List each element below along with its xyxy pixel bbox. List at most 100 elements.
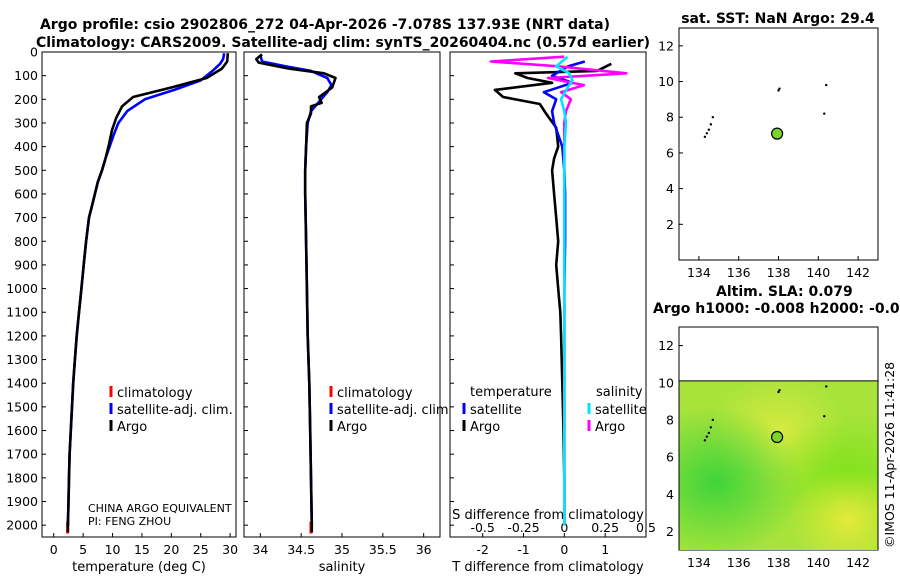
salinity-x-tick-label-2: 35: [334, 542, 350, 557]
sst-map-coast-dot: [703, 135, 707, 139]
salinity-x-tick-label-0: 34: [252, 542, 268, 557]
sst-map-x-tick-label-140: 140: [806, 265, 830, 280]
sla-map-y-tick-label-4: 4: [666, 487, 674, 502]
x-tick-label-0: 0: [50, 542, 58, 557]
sla-map-coast-dot: [709, 426, 713, 429]
salinity-x-tick-label-3: 35.5: [369, 542, 397, 557]
difference-legend-S-argo-label: Argo: [595, 420, 625, 435]
temperature-axes-frame: [41, 51, 237, 538]
salinity-x-tick-label-1: 34.5: [287, 542, 315, 557]
sst-map-coast-dot: [778, 87, 781, 90]
y-tick-label-500: 500: [14, 163, 38, 178]
sst-map-x-tick-label-138: 138: [767, 265, 791, 280]
difference-S-axis-label: S difference from climatology: [452, 508, 644, 523]
salinity-x-tick-label-4: 36: [416, 542, 432, 557]
sla-map-title-line-2: Argo h1000: -0.008 h2000: -0.016: [653, 301, 900, 317]
difference-S-tick-label-3: 0.25: [591, 520, 619, 535]
difference-axes-frame: [449, 51, 647, 538]
x-tick-label-5: 5: [79, 542, 87, 557]
salinity-legend-climatology-label: climatology: [337, 386, 413, 401]
temperature-x-axis-label: temperature (deg C): [72, 560, 206, 575]
credit-line-1: CHINA ARGO EQUIVALENT: [88, 502, 232, 515]
temperature-legend-climatology-label: climatology: [117, 386, 193, 401]
sst-map-panel: sat. SST: NaN Argo: 29.4 2 4 6 8 10 12 134 136 13…: [658, 11, 879, 280]
sla-map-coast-dot: [823, 415, 826, 418]
difference-series-S-satellite: [554, 55, 574, 526]
y-tick-label-1200: 1200: [6, 328, 38, 343]
sst-map-title: sat. SST: NaN Argo: 29.4: [681, 11, 875, 27]
x-tick-label-20: 20: [163, 542, 179, 557]
sla-map-y-tick-label-12: 12: [658, 338, 674, 353]
difference-legend-S-satellite-label: satellite: [595, 403, 647, 418]
temperature-panel: 0100200300400500600700800900100011001200…: [6, 45, 238, 576]
temperature-series-argo: [66, 53, 230, 533]
difference-series-T-argo: [493, 62, 612, 526]
sla-map-x-tick-label-138: 138: [767, 555, 791, 570]
sst-map-coast-dot: [707, 128, 711, 131]
sst-map-y-tick-label-8: 8: [666, 110, 674, 125]
y-tick-label-1400: 1400: [6, 376, 38, 391]
temperature-legend-satellite-label: satellite-adj. clim.: [117, 403, 233, 418]
salinity-x-axis-label: salinity: [319, 560, 366, 575]
sla-map-coast-dot: [777, 390, 780, 394]
sla-map-y-tick-label-6: 6: [666, 450, 674, 465]
salinity-legend-argo-label: Argo: [337, 420, 367, 435]
difference-S-tick-label-1: -0.25: [507, 520, 539, 535]
y-tick-label-1100: 1100: [6, 305, 38, 320]
sla-map-title-line-1: Altim. SLA: 0.079: [716, 284, 853, 300]
y-tick-label-200: 200: [14, 92, 38, 107]
difference-panel: -2 -1 0 1 -0.5 -0.25 0 0.25 0.5S difference from…: [449, 51, 656, 575]
sla-map-coast-dot: [707, 431, 711, 435]
sst-map-y-tick-label-10: 10: [658, 74, 674, 89]
sla-map-x-tick-label-134: 134: [687, 555, 711, 570]
x-tick-label-15: 15: [134, 542, 150, 557]
figure-title-line-2: Climatology: CARS2009. Satellite-adj cli…: [36, 35, 650, 51]
credit-line-2: PI: FENG ZHOU: [88, 515, 171, 528]
x-tick-label-10: 10: [105, 542, 121, 557]
sla-map-y-tick-label-8: 8: [666, 412, 674, 427]
sst-map-coast-dot: [823, 112, 826, 115]
y-tick-label-400: 400: [14, 139, 38, 154]
sla-map-coast-dot: [705, 435, 709, 438]
sst-map-y-tick-label-4: 4: [666, 181, 674, 196]
y-tick-label-1000: 1000: [6, 281, 38, 296]
sla-field-layer: [679, 380, 878, 550]
difference-T-axis-label: T difference from climatology: [451, 560, 644, 575]
y-tick-label-1900: 1900: [6, 494, 38, 509]
sla-map-coast-dot: [711, 418, 715, 422]
sst-map-y-tick-label-6: 6: [666, 145, 674, 160]
difference-S-tick-label-0: -0.5: [470, 520, 494, 535]
difference-legend-header-salinity: salinity: [596, 385, 643, 400]
y-tick-label-0: 0: [30, 45, 38, 60]
difference-T-tick-label-1: -1: [517, 542, 529, 557]
y-tick-label-1800: 1800: [6, 470, 38, 485]
difference-S-tick-label-2: 0: [560, 520, 568, 535]
sst-map-coast-dot: [711, 116, 715, 119]
x-tick-label-25: 25: [193, 542, 209, 557]
salinity-legend-satellite-label: satellite-adj. clim.: [337, 403, 453, 418]
y-tick-label-1700: 1700: [6, 447, 38, 462]
y-tick-label-1300: 1300: [6, 352, 38, 367]
y-tick-label-100: 100: [14, 68, 38, 83]
sst-map-x-tick-label-134: 134: [687, 265, 711, 280]
imos-timestamp: ©IMOS 11-Apr-2026 11:41:28: [882, 362, 897, 548]
y-tick-label-700: 700: [14, 210, 38, 225]
sla-map-coast-dot: [778, 388, 781, 392]
salinity-panel: 34 34.5 35 35.5 36 salinity climatology satelli…: [243, 51, 453, 575]
y-tick-label-300: 300: [14, 115, 38, 130]
sst-map-coast-dot: [709, 123, 713, 126]
difference-T-tick-label-0: -2: [476, 542, 488, 557]
y-tick-label-2000: 2000: [6, 518, 38, 533]
difference-legend-header-temperature: temperature: [470, 385, 552, 400]
sst-map-coast-dot: [705, 132, 709, 135]
sla-map-x-tick-label-140: 140: [806, 555, 830, 570]
sst-map-argo-marker: [771, 127, 784, 140]
sst-map-y-tick-label-2: 2: [666, 217, 674, 232]
sla-map-coast-dot: [703, 439, 707, 442]
sst-map-x-tick-label-136: 136: [727, 265, 751, 280]
difference-legend-T-argo-label: Argo: [470, 420, 500, 435]
salinity-axes-frame: [243, 51, 441, 538]
sst-map-x-tick-label-142: 142: [846, 265, 870, 280]
y-tick-label-800: 800: [14, 234, 38, 249]
